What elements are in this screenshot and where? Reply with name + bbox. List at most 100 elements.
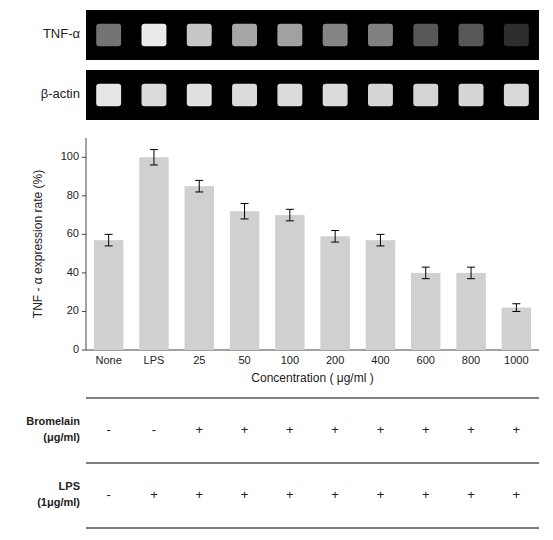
bar bbox=[94, 240, 123, 350]
bar bbox=[320, 236, 349, 350]
table-row-label: (1μg/ml) bbox=[37, 496, 80, 508]
gel-band bbox=[504, 24, 529, 47]
x-tick-label: 25 bbox=[193, 354, 205, 366]
gel-background bbox=[86, 10, 539, 60]
axes: 020406080100NoneLPS255010020040060080010… bbox=[31, 138, 539, 385]
error-cap bbox=[376, 234, 384, 235]
plot-marks bbox=[94, 150, 531, 350]
error-bar bbox=[195, 180, 203, 192]
table-cell: - bbox=[152, 422, 156, 437]
table-cell: + bbox=[377, 487, 385, 502]
y-tick-label: 40 bbox=[67, 266, 79, 278]
error-bar bbox=[286, 209, 294, 221]
x-tick-label: 400 bbox=[371, 354, 389, 366]
table-row-label: LPS bbox=[59, 480, 80, 492]
gel-band bbox=[277, 84, 302, 107]
gel-band bbox=[187, 84, 212, 107]
error-stem bbox=[380, 234, 381, 246]
error-cap bbox=[150, 149, 158, 150]
gel-band bbox=[232, 84, 257, 107]
error-stem bbox=[199, 180, 200, 192]
gel-band bbox=[277, 24, 302, 47]
figure: TNF-αβ-actin020406080100NoneLPS255010020… bbox=[0, 0, 553, 540]
bar bbox=[139, 157, 168, 350]
x-axis-label: Concentration ( μg/ml ) bbox=[251, 371, 373, 385]
error-cap bbox=[467, 278, 475, 279]
x-tick-label: 50 bbox=[238, 354, 250, 366]
y-tick bbox=[82, 234, 86, 235]
gel-band bbox=[368, 24, 393, 47]
table-cell: - bbox=[106, 487, 110, 502]
error-cap bbox=[422, 267, 430, 268]
y-tick-label: 20 bbox=[67, 304, 79, 316]
error-cap bbox=[286, 220, 294, 221]
table-cell: + bbox=[422, 422, 430, 437]
error-bar bbox=[467, 267, 475, 279]
bar bbox=[185, 186, 214, 350]
table-cell: + bbox=[513, 487, 521, 502]
error-cap bbox=[331, 230, 339, 231]
table-cell: - bbox=[106, 422, 110, 437]
table-cell: + bbox=[467, 422, 475, 437]
gel-band bbox=[96, 24, 121, 47]
table-row-label: (μg/ml) bbox=[43, 431, 80, 443]
error-stem bbox=[335, 231, 336, 243]
x-tick-label: 600 bbox=[417, 354, 435, 366]
y-tick bbox=[82, 350, 86, 351]
error-cap bbox=[150, 164, 158, 165]
table-divider bbox=[86, 398, 539, 399]
gel-band bbox=[323, 84, 348, 107]
gel-band bbox=[413, 84, 438, 107]
y-tick-label: 100 bbox=[61, 150, 79, 162]
error-cap bbox=[422, 278, 430, 279]
bar bbox=[456, 273, 485, 350]
gel-band bbox=[368, 84, 393, 107]
gel-band bbox=[232, 24, 257, 47]
error-cap bbox=[241, 203, 249, 204]
table-cell: + bbox=[331, 487, 339, 502]
error-stem bbox=[471, 267, 472, 279]
table-cell: + bbox=[467, 487, 475, 502]
error-bar bbox=[331, 231, 339, 243]
error-cap bbox=[286, 209, 294, 210]
error-cap bbox=[512, 311, 520, 312]
table-cell: + bbox=[150, 487, 158, 502]
table-cell: + bbox=[331, 422, 339, 437]
error-cap bbox=[512, 303, 520, 304]
table-divider bbox=[86, 528, 539, 529]
table-cell: + bbox=[377, 422, 385, 437]
table-cell: + bbox=[195, 422, 203, 437]
table-cell: + bbox=[513, 422, 521, 437]
error-cap bbox=[195, 180, 203, 181]
error-cap bbox=[467, 267, 475, 268]
error-bar bbox=[150, 150, 158, 165]
gel-band bbox=[413, 24, 438, 47]
y-tick bbox=[82, 311, 86, 312]
error-cap bbox=[331, 242, 339, 243]
error-cap bbox=[105, 234, 113, 235]
error-stem bbox=[244, 204, 245, 219]
table-divider bbox=[86, 463, 539, 464]
gel-band bbox=[141, 24, 166, 47]
error-bar bbox=[376, 234, 384, 246]
bar bbox=[275, 215, 304, 350]
y-tick-label: 60 bbox=[67, 227, 79, 239]
bar bbox=[230, 211, 259, 350]
error-stem bbox=[108, 234, 109, 246]
y-axis-label: TNF - α expression rate (%) bbox=[31, 170, 45, 318]
bar bbox=[502, 308, 531, 350]
bar bbox=[411, 273, 440, 350]
y-tick-label: 0 bbox=[73, 343, 79, 355]
x-tick-label: 1000 bbox=[504, 354, 528, 366]
x-tick-label: LPS bbox=[144, 354, 165, 366]
table-cell: + bbox=[286, 487, 294, 502]
y-axis bbox=[86, 138, 87, 350]
x-tick-label: None bbox=[96, 354, 122, 366]
x-tick-label: 100 bbox=[281, 354, 299, 366]
table-cell: + bbox=[241, 422, 249, 437]
table-cell: + bbox=[286, 422, 294, 437]
error-stem bbox=[516, 304, 517, 312]
y-tick bbox=[82, 272, 86, 273]
gel-band bbox=[141, 84, 166, 107]
y-tick bbox=[82, 195, 86, 196]
